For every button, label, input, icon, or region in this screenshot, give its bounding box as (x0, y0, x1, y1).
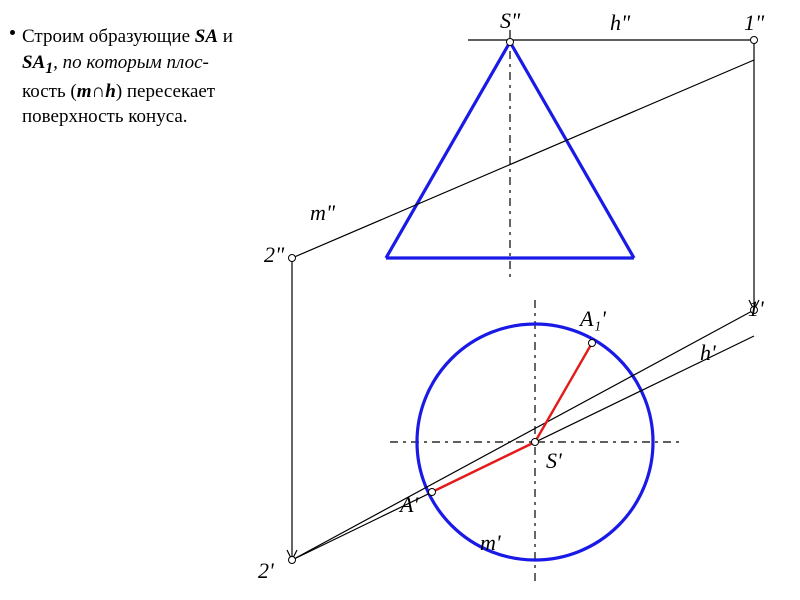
label-m1: m' (480, 530, 501, 556)
label-Ap: A' (400, 492, 418, 518)
label-h2: h" (610, 10, 630, 36)
label-S2: S" (500, 8, 520, 34)
label-21: 2' (258, 558, 274, 584)
label-Sp: S' (546, 448, 562, 474)
label-22: 2" (264, 242, 284, 268)
label-h1: h' (700, 340, 716, 366)
label-A1p: A₁' (580, 306, 606, 332)
label-11: 1' (748, 296, 764, 322)
label-12: 1" (744, 10, 764, 36)
label-m2: m" (310, 200, 335, 226)
